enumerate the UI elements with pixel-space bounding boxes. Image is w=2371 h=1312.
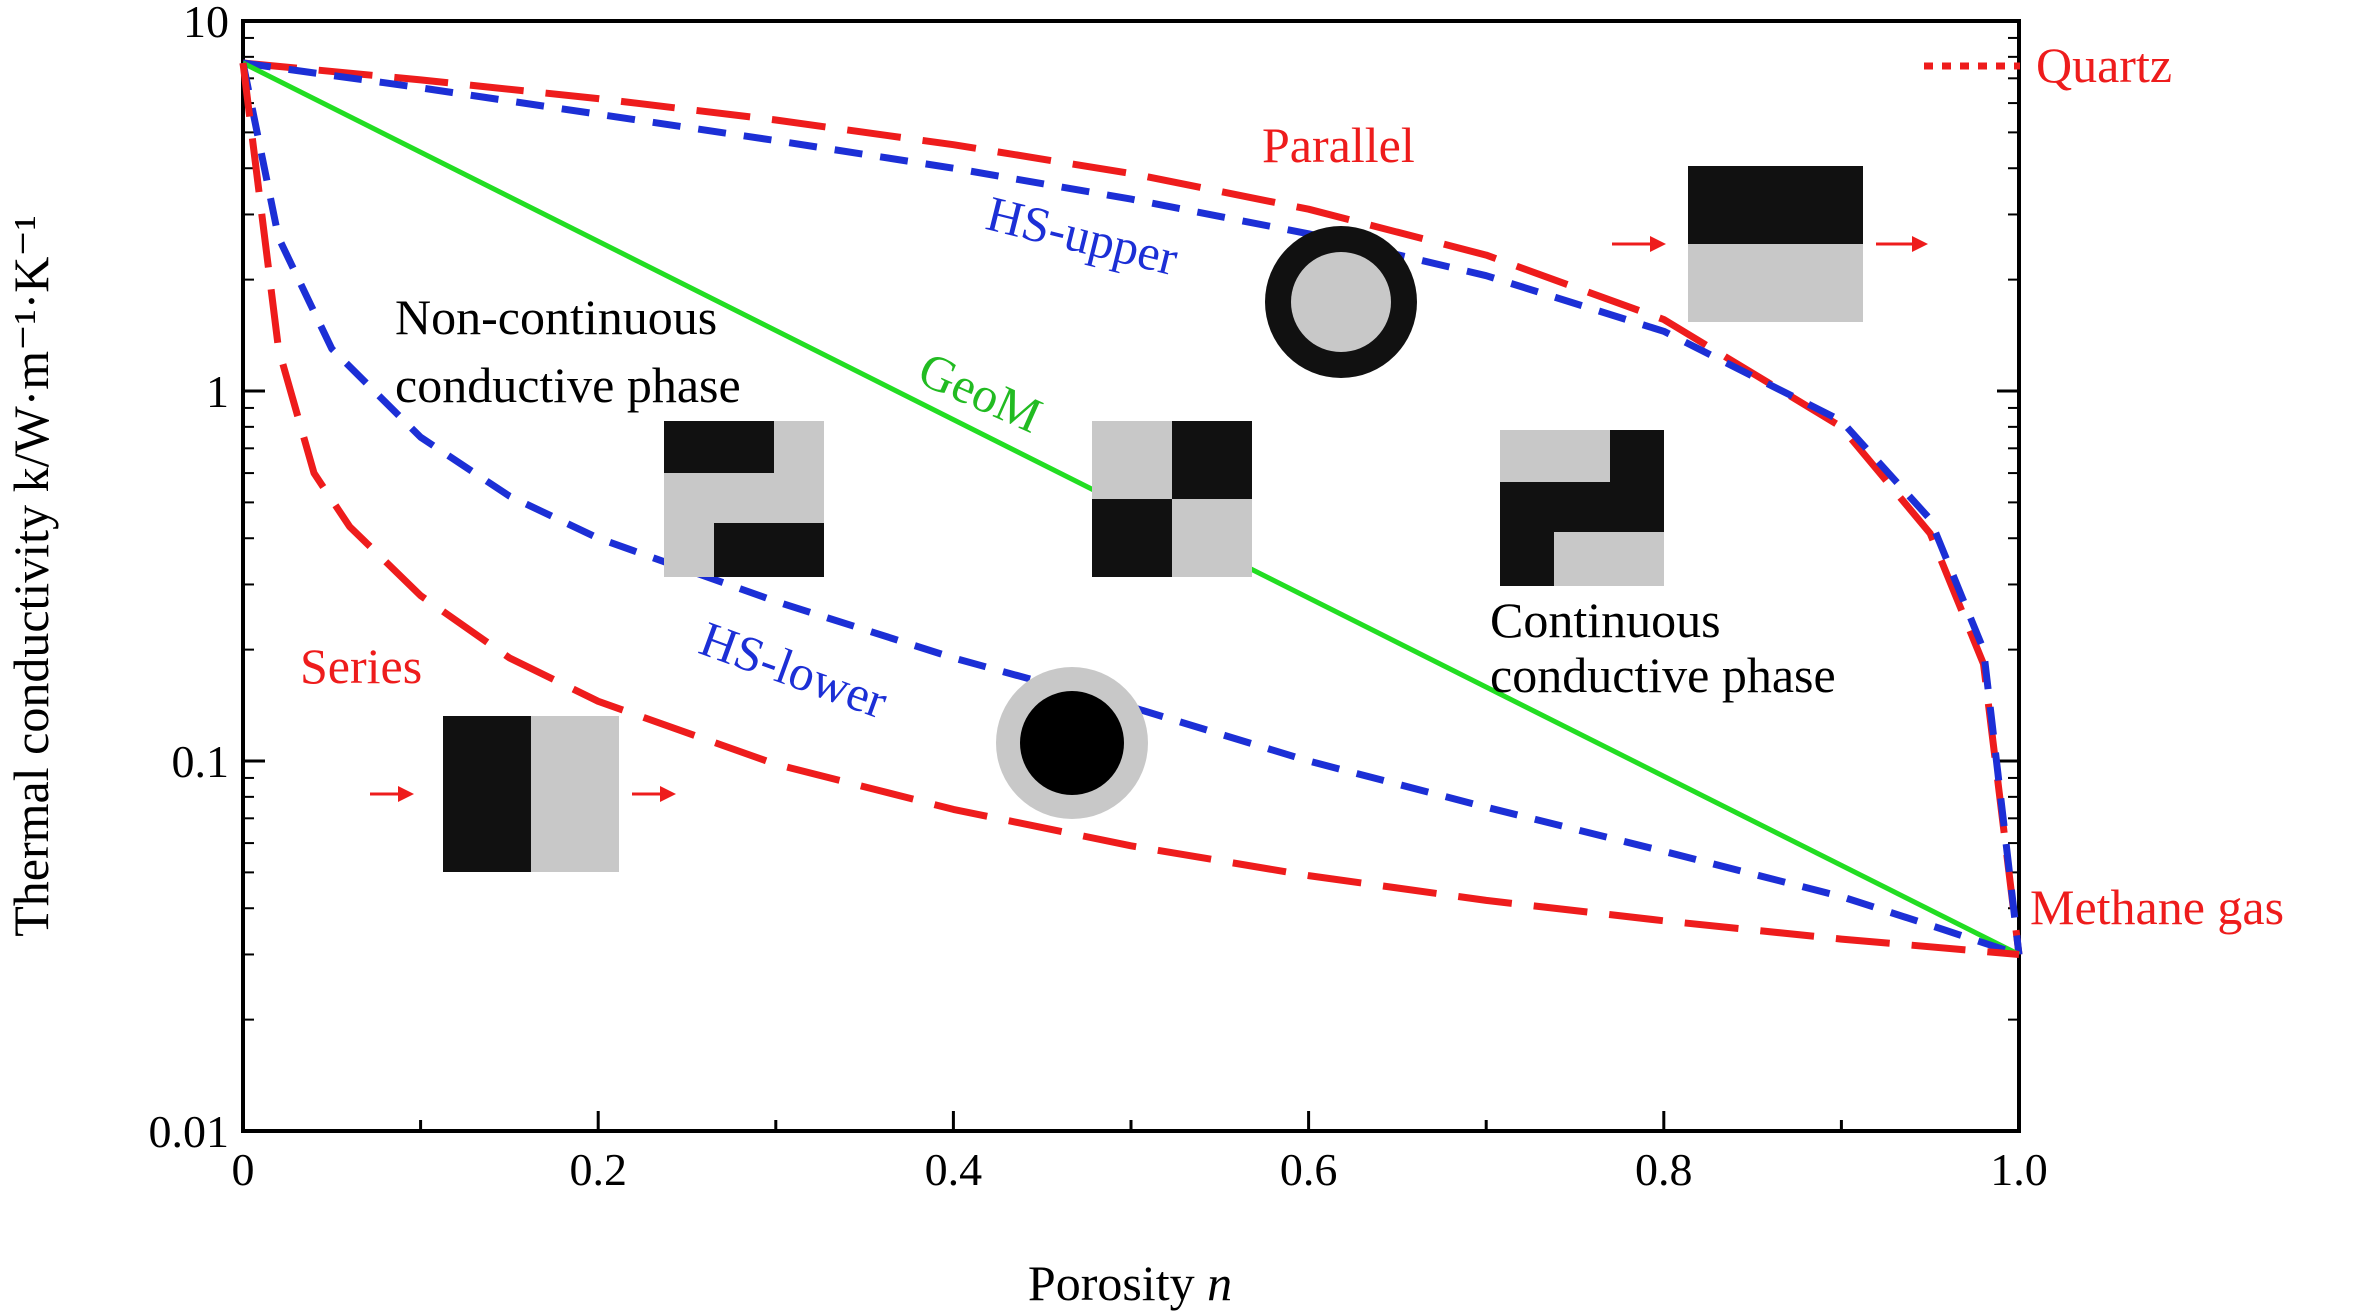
x-axis-title: Porosity n	[1028, 1255, 1232, 1311]
series-label-series: Series	[300, 638, 422, 694]
x-axis-title-var: n	[1207, 1255, 1232, 1311]
y-tick-label: 10	[183, 0, 229, 47]
checkerboard-schematic	[1092, 421, 1252, 577]
y-tick-label: 1	[206, 366, 229, 417]
annotation-continuous-line1: Continuous	[1490, 592, 1721, 648]
non-continuous-schematic	[664, 421, 824, 577]
series-label-geom: GeoM	[911, 341, 1050, 444]
hs-upper-coated-sphere	[1265, 226, 1417, 378]
methane-gas-label: Methane gas	[2030, 879, 2284, 935]
x-tick-label: 0.8	[1635, 1144, 1693, 1195]
quartz-label: Quartz	[2036, 37, 2172, 93]
y-tick-label: 0.1	[172, 736, 230, 787]
hs-lower-coated-sphere	[996, 667, 1148, 819]
y-tick-label: 0.01	[149, 1106, 230, 1157]
series-schematic	[370, 716, 676, 872]
annotation-non-continuous-line2: conductive phase	[395, 357, 741, 413]
x-axis-title-text: Porosity	[1028, 1255, 1195, 1311]
annotation-non-continuous-line1: Non-continuous	[395, 289, 717, 345]
x-axis-ticks: 0 0.2 0.4 0.6 0.8 1.0	[232, 1111, 2048, 1195]
y-axis-title: Thermal conductivity k/W·m⁻¹·K⁻¹	[3, 215, 59, 936]
x-tick-label: 0.6	[1280, 1144, 1338, 1195]
x-tick-label: 0.2	[569, 1144, 627, 1195]
x-tick-label: 0.4	[925, 1144, 983, 1195]
series-label-hs-lower: HS-lower	[693, 610, 895, 729]
x-tick-label: 0	[232, 1144, 255, 1195]
parallel-schematic	[1612, 166, 1928, 322]
x-tick-label: 1.0	[1990, 1144, 2048, 1195]
continuous-schematic	[1500, 430, 1664, 586]
series-label-parallel: Parallel	[1262, 117, 1415, 173]
series-line-parallel	[242, 59, 2023, 955]
annotation-continuous-line2: conductive phase	[1490, 647, 1836, 703]
y-axis-ticks: 0.01 0.1 1 10	[149, 0, 2019, 1157]
series-line-hs-lower	[239, 62, 2021, 958]
